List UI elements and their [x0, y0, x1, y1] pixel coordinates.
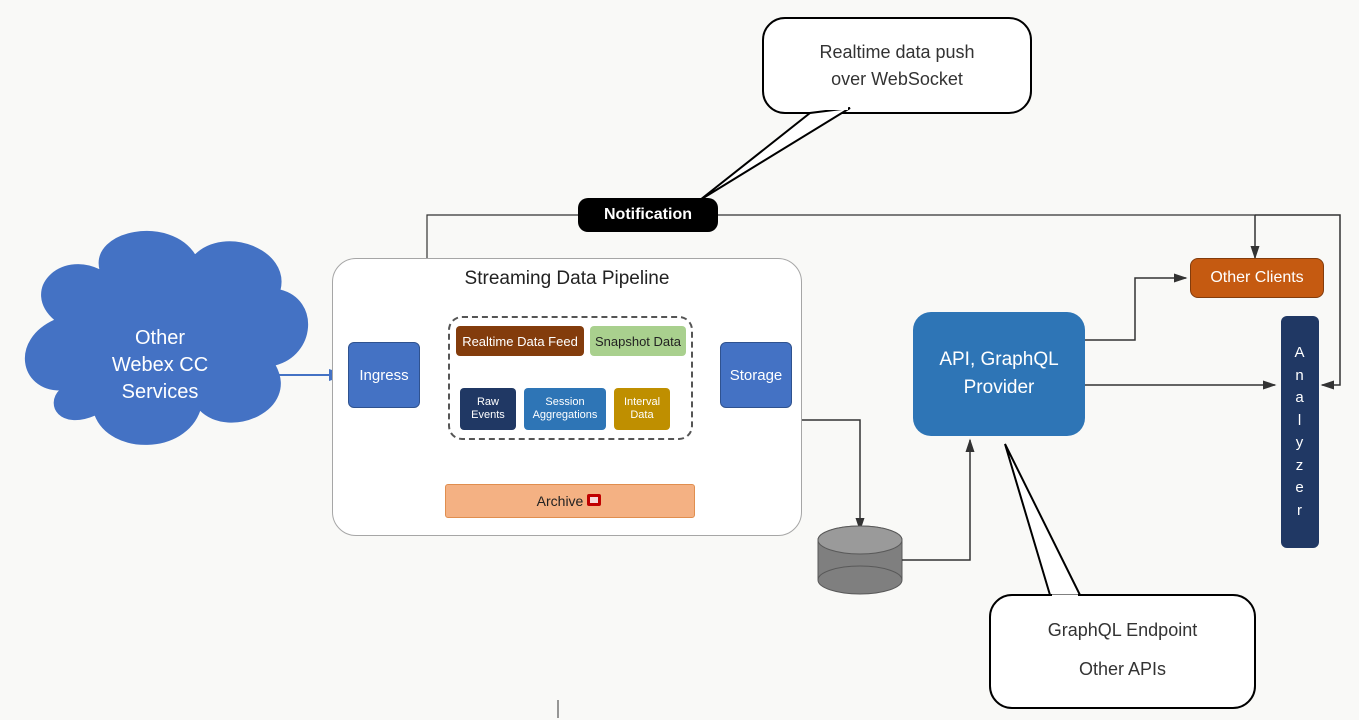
graphql-line2: Other APIs — [990, 659, 1255, 680]
session-agg-node: Session Aggregations — [524, 388, 606, 430]
raw-events-node: Raw Events — [460, 388, 516, 430]
archive-node: Archive — [445, 484, 695, 518]
raw-events-l1: Raw — [471, 396, 505, 409]
pipeline-title: Streaming Data Pipeline — [332, 264, 802, 294]
graphql-line1: GraphQL Endpoint — [990, 620, 1255, 641]
other-clients-label: Other Clients — [1210, 269, 1303, 287]
realtime-line2: over WebSocket — [819, 66, 974, 93]
api-provider-l2: Provider — [939, 374, 1058, 402]
cloud-line3: Services — [112, 379, 208, 406]
storage-node: Storage — [720, 342, 792, 408]
cloud-line1: Other — [112, 325, 208, 352]
graphql-callout-text: GraphQL Endpoint Other APIs — [990, 600, 1255, 706]
notification-label: Notification — [604, 206, 692, 224]
interval-l2: Data — [624, 409, 660, 422]
api-provider-node: API, GraphQL Provider — [913, 312, 1085, 436]
raw-events-l2: Events — [471, 409, 505, 422]
storage-label: Storage — [730, 367, 783, 384]
cloud-line2: Webex CC — [112, 352, 208, 379]
analyzer-label: Analyzer — [1294, 342, 1305, 522]
archive-icon — [585, 491, 603, 512]
api-provider-l1: API, GraphQL — [939, 346, 1058, 374]
session-agg-l1: Session — [533, 396, 598, 409]
snapshot-node: Snapshot Data — [590, 326, 686, 356]
realtime-line1: Realtime data push — [819, 39, 974, 66]
ingress-label: Ingress — [359, 367, 408, 384]
other-clients-node: Other Clients — [1190, 258, 1324, 298]
session-agg-l2: Aggregations — [533, 409, 598, 422]
realtime-feed-label: Realtime Data Feed — [462, 334, 578, 349]
interval-node: Interval Data — [614, 388, 670, 430]
database-icon — [818, 526, 902, 594]
realtime-callout-text: Realtime data push over WebSocket — [763, 18, 1031, 113]
cloud-node: Other Webex CC Services — [80, 305, 240, 425]
interval-l1: Interval — [624, 396, 660, 409]
notification-node: Notification — [578, 198, 718, 232]
snapshot-label: Snapshot Data — [595, 334, 681, 349]
ingress-node: Ingress — [348, 342, 420, 408]
realtime-feed-node: Realtime Data Feed — [456, 326, 584, 356]
analyzer-node: Analyzer — [1281, 316, 1319, 548]
archive-label: Archive — [537, 493, 584, 509]
